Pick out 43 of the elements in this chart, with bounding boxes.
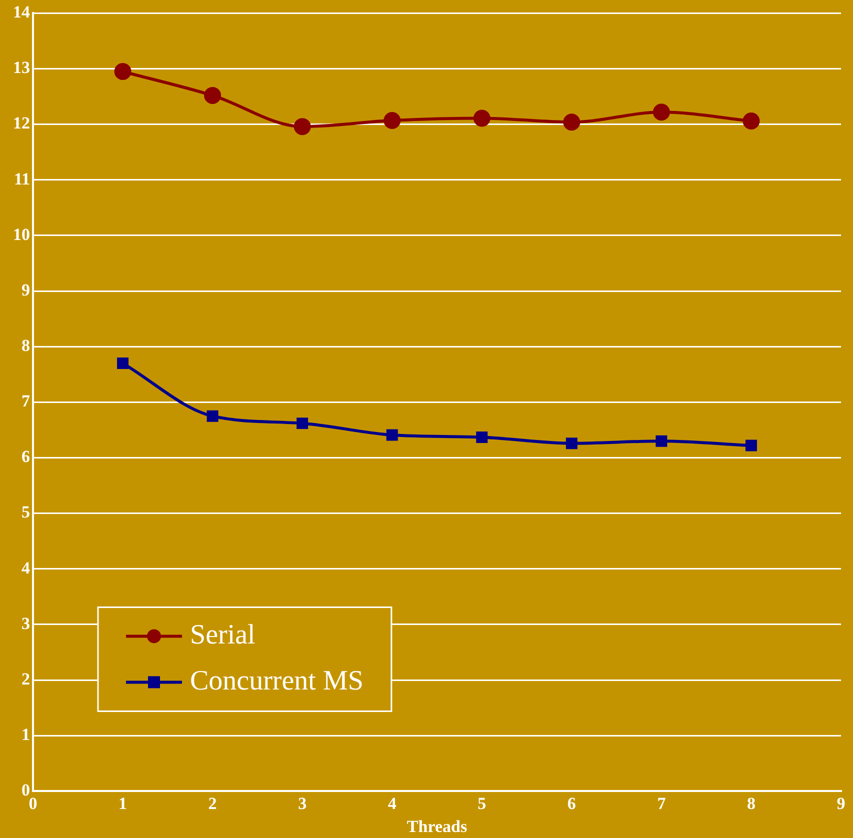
y-tick-label: 12 [13,114,30,133]
point [652,104,670,121]
y-tick-label: 11 [14,169,30,188]
x-tick-label: 5 [478,794,486,813]
legend-label: Serial [190,620,256,651]
point [656,435,668,447]
x-tick-label: 2 [208,794,217,813]
point [476,431,488,443]
point [386,429,398,441]
legend-label: Concurrent MS [190,666,364,697]
y-tick-label: 7 [22,392,30,411]
x-tick-label: 6 [567,794,576,813]
point [206,410,218,422]
y-tick-label: 1 [22,725,30,744]
point [563,114,580,131]
y-tick-label: 14 [13,2,30,22]
y-tick-label: 9 [22,280,30,300]
point [384,112,401,129]
point [566,438,578,450]
y-tick-label: 2 [22,669,30,688]
point [742,112,760,130]
point [204,86,222,104]
y-tick-label: 6 [22,447,30,466]
point [294,118,311,136]
y-tick-label: 8 [22,336,30,356]
point [114,63,132,80]
x-axis-title: Threads [406,817,468,836]
x-tick-label: 3 [298,794,307,813]
y-tick-label: 4 [22,558,30,578]
x-tick-label: 8 [746,794,756,813]
y-tick-label: 10 [13,224,30,244]
x-tick-label: 1 [118,794,128,813]
point [117,358,129,370]
y-tick-label: 3 [22,614,30,633]
x-tick-label: 4 [388,794,397,813]
point [473,110,490,127]
x-tick-label: 9 [836,794,846,813]
x-tick-label: 7 [657,794,666,813]
point [296,418,308,430]
y-tick-label: 13 [13,58,30,78]
y-tick-label: 0 [22,780,30,800]
point [745,440,757,452]
y-tick-label: 5 [22,502,30,522]
